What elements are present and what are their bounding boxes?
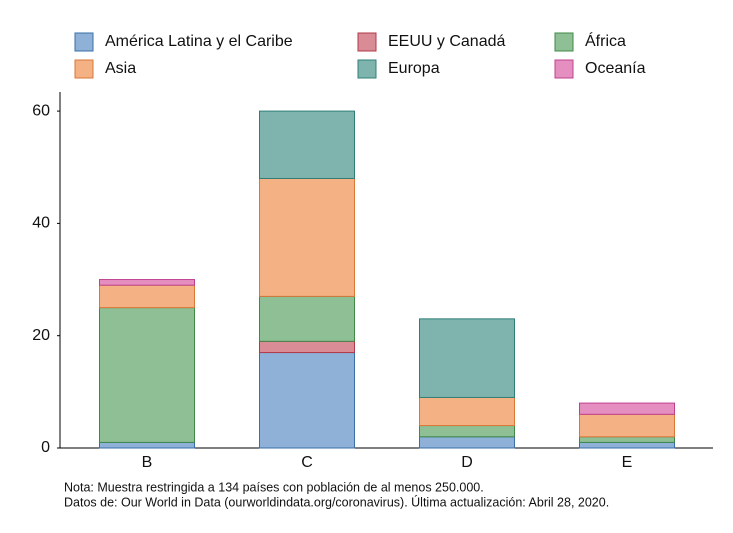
legend-swatch [74, 59, 94, 79]
x-tick-label: E [622, 454, 633, 471]
bar-segment [419, 318, 515, 398]
bar-segment [419, 436, 515, 449]
bar-segment [579, 441, 675, 449]
x-tick-label: B [142, 454, 153, 471]
legend-swatch [357, 59, 377, 79]
x-tick-label: C [301, 454, 313, 471]
y-tick-label: 60 [32, 102, 50, 119]
note: Datos de: Our World in Data (ourworldind… [64, 494, 609, 509]
bar-segment [259, 352, 355, 449]
bar-segment [99, 441, 195, 449]
bar-segment [259, 340, 355, 354]
bar-segment [579, 413, 675, 438]
bar-segment [99, 307, 195, 443]
legend-swatch [554, 59, 574, 79]
bar-segment [259, 295, 355, 342]
y-tick-label: 40 [32, 215, 50, 232]
x-tick-label: D [461, 454, 473, 471]
legend-label: Oceanía [585, 60, 646, 77]
legend-swatch [74, 32, 94, 52]
bar-segment [579, 402, 675, 415]
legend-label: Europa [388, 60, 440, 77]
bar-segment [99, 279, 195, 286]
legend-label: América Latina y el Caribe [105, 33, 293, 50]
y-tick-label: 0 [41, 439, 50, 456]
bar-segment [419, 396, 515, 427]
note: Nota: Muestra restringida a 134 países c… [64, 480, 484, 494]
legend-swatch [554, 32, 574, 52]
legend-label: Asia [105, 60, 136, 77]
y-tick-label: 20 [32, 327, 50, 344]
bar-segment [259, 110, 355, 179]
bar-segment [419, 425, 515, 438]
bar-segment [99, 284, 195, 309]
legend-label: EEUU y Canadá [388, 33, 505, 50]
legend-label: África [585, 31, 626, 50]
legend-swatch [357, 32, 377, 52]
bar-segment [259, 177, 355, 297]
bar-segment [579, 436, 675, 443]
